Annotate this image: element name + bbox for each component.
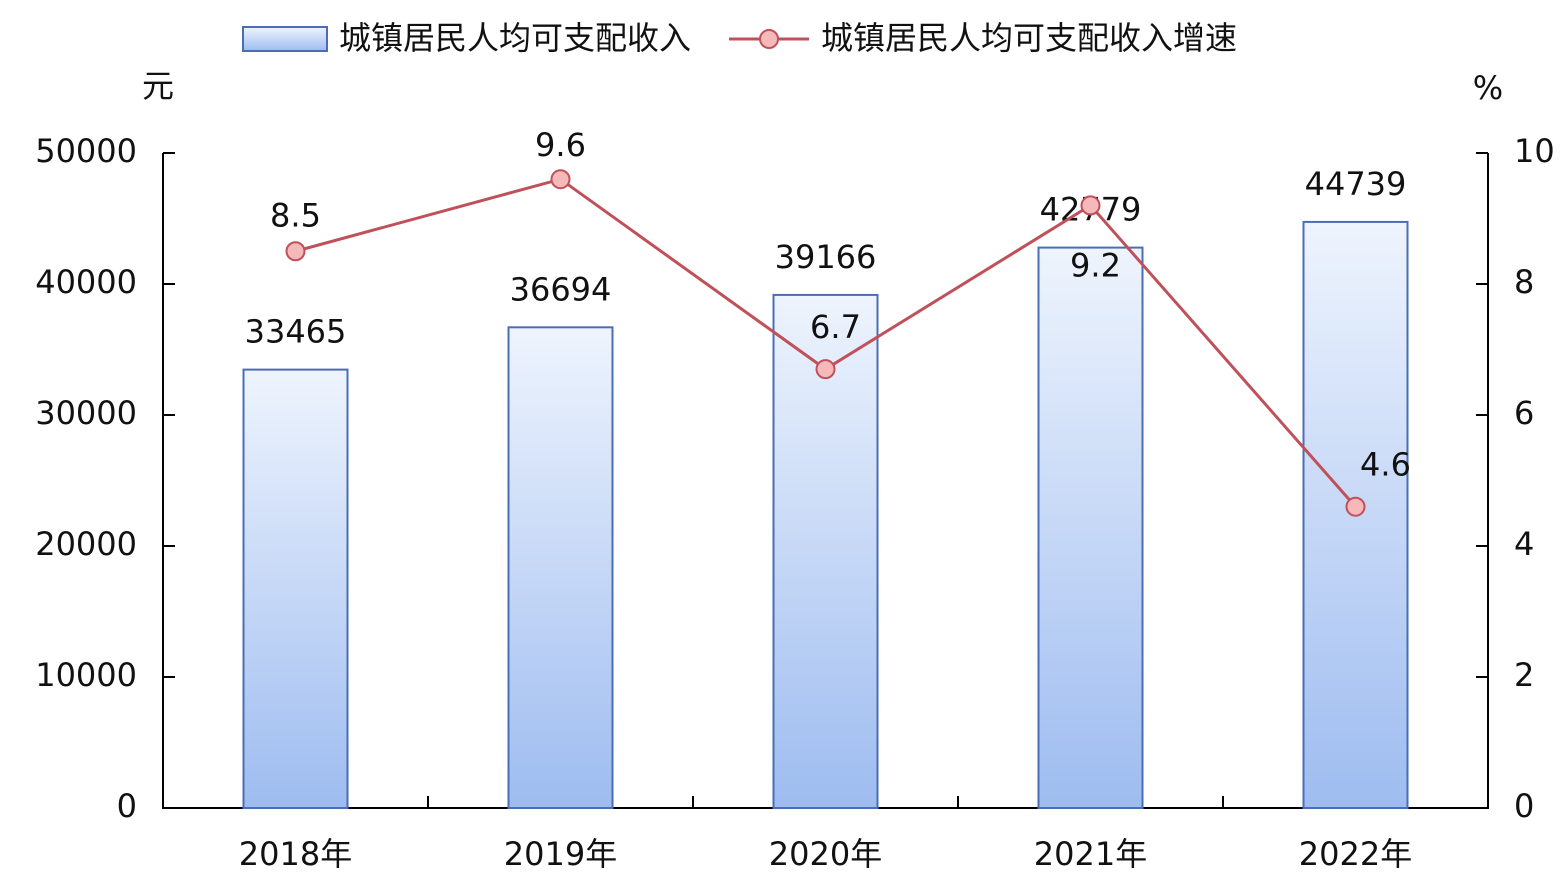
legend-label: 城镇居民人均可支配收入	[339, 19, 691, 57]
legend-swatch	[242, 26, 328, 52]
y2-tick-label: 10	[1514, 132, 1555, 170]
x-tick-label: 2020年	[769, 835, 882, 873]
x-tick-label: 2022年	[1299, 835, 1412, 873]
line-value-label: 8.5	[270, 196, 321, 234]
bar	[1037, 246, 1144, 809]
x-tick-label: 2021年	[1034, 835, 1147, 873]
bar-value-label: 36694	[510, 270, 612, 308]
line-value-label: 6.7	[810, 308, 861, 346]
y-tick-label: 30000	[35, 394, 137, 432]
line-value-label: 9.2	[1070, 246, 1121, 284]
y2-tick-label: 8	[1514, 263, 1534, 301]
bar-value-label: 33465	[245, 313, 347, 351]
y-tick-label: 10000	[35, 656, 137, 694]
x-tick-label: 2019年	[504, 835, 617, 873]
y2-tick-label: 4	[1514, 525, 1534, 563]
bar	[772, 293, 879, 809]
bar-value-label: 44739	[1305, 165, 1407, 203]
bar	[507, 326, 614, 809]
line-value-label: 9.6	[535, 126, 586, 164]
line-value-label: 4.6	[1360, 446, 1411, 484]
line-marker	[550, 169, 571, 190]
y-tick-label: 40000	[35, 263, 137, 301]
legend-label: 城镇居民人均可支配收入增速	[821, 19, 1237, 57]
y-tick-label: 0	[117, 787, 137, 825]
y2-axis-label: %	[1473, 69, 1503, 107]
y-tick-label: 50000	[35, 132, 137, 170]
x-tick-label: 2018年	[239, 835, 352, 873]
bar	[242, 368, 349, 809]
y-axis-label: 元	[142, 67, 174, 105]
legend-marker	[759, 29, 780, 49]
line-marker	[1080, 195, 1101, 216]
bar-value-label: 39166	[775, 238, 877, 276]
line-marker	[815, 359, 836, 380]
line-marker	[1345, 496, 1366, 517]
y2-tick-label: 0	[1514, 787, 1534, 825]
y2-tick-label: 2	[1514, 656, 1534, 694]
y2-tick-label: 6	[1514, 394, 1534, 432]
y-tick-label: 20000	[35, 525, 137, 563]
line-marker	[285, 241, 306, 262]
